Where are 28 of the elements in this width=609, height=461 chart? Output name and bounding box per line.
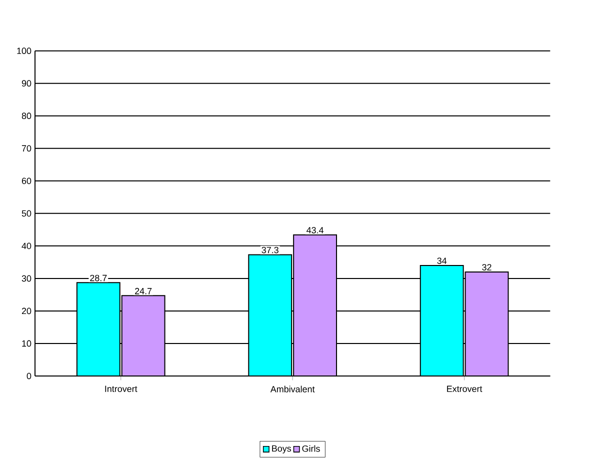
- bar: [76, 282, 120, 376]
- bar: [248, 254, 292, 376]
- y-tick-label: 30: [22, 275, 32, 282]
- y-tick-label: 50: [22, 210, 32, 217]
- bar: [420, 264, 464, 376]
- y-tick-label: 60: [22, 178, 32, 184]
- legend-label: Boys: [272, 445, 292, 454]
- data-label: 28.7: [90, 274, 107, 282]
- x-tick-label: Ambivalent: [270, 386, 315, 392]
- data-label: 32: [482, 264, 492, 270]
- data-label: 37.3: [262, 246, 278, 254]
- y-tick-label: 80: [22, 112, 32, 120]
- x-tick-label: Extrovert: [447, 386, 482, 392]
- data-label: 34: [437, 258, 447, 264]
- y-tick-label: 100: [17, 48, 32, 54]
- y-tick-label: 40: [22, 242, 32, 250]
- legend-label: Girls: [302, 445, 320, 452]
- x-tick-label: Introvert: [105, 386, 138, 392]
- y-tick-label: 70: [22, 145, 32, 152]
- y-tick-label: 90: [22, 80, 32, 87]
- data-label: 24.7: [135, 288, 152, 294]
- data-label: 43.4: [306, 227, 324, 234]
- bar: [121, 295, 166, 376]
- bar: [293, 234, 338, 376]
- y-tick-label: 0: [26, 372, 32, 380]
- y-tick-label: 10: [22, 340, 32, 347]
- y-tick-label: 20: [22, 308, 32, 314]
- bar: [464, 271, 509, 376]
